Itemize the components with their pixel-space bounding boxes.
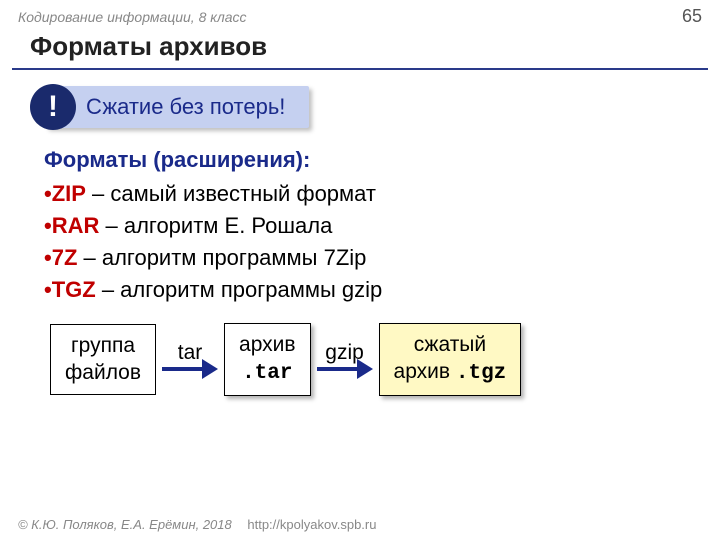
- format-row: •7Z – алгоритм программы 7Zip: [44, 242, 720, 274]
- footer-url: http://kpolyakov.spb.ru: [247, 517, 376, 532]
- arrow-icon: [162, 359, 218, 379]
- callout: ! Сжатие без потерь!: [30, 84, 720, 130]
- format-desc: – алгоритм Е. Рошала: [99, 213, 332, 238]
- bullet-icon: •: [44, 277, 52, 302]
- slide-title: Форматы архивов: [0, 27, 720, 66]
- page-number: 65: [682, 6, 702, 27]
- box-line: сжатый: [414, 333, 486, 356]
- slide-header: Кодирование информации, 8 класс 65: [0, 0, 720, 27]
- bullet-icon: •: [44, 181, 52, 206]
- formats-heading: Форматы (расширения):: [44, 144, 720, 176]
- format-code: 7Z: [52, 245, 78, 270]
- arrow-icon: [317, 359, 373, 379]
- slide-footer: © К.Ю. Поляков, Е.А. Ерёмин, 2018 http:/…: [18, 517, 376, 532]
- box-line: файлов: [65, 361, 141, 384]
- content-block: Форматы (расширения): •ZIP – самый извес…: [0, 140, 720, 305]
- box-line: архив: [239, 333, 296, 356]
- format-desc: – алгоритм программы 7Zip: [77, 245, 366, 270]
- box-tar: архив .tar: [224, 323, 311, 396]
- format-desc: – самый известный формат: [86, 181, 376, 206]
- box-ext: .tar: [242, 362, 292, 385]
- format-code: ZIP: [52, 181, 86, 206]
- format-desc: – алгоритм программы gzip: [96, 277, 383, 302]
- box-line: архив: [394, 360, 456, 383]
- box-line: группа: [71, 334, 135, 357]
- tgz-diagram: группа файлов tar архив .tar gzip сжатый…: [50, 323, 720, 396]
- arrow-gzip: gzip: [317, 341, 373, 379]
- bullet-icon: •: [44, 213, 52, 238]
- format-row: •TGZ – алгоритм программы gzip: [44, 274, 720, 306]
- format-row: •ZIP – самый известный формат: [44, 178, 720, 210]
- bullet-icon: •: [44, 245, 52, 270]
- arrow-tar: tar: [162, 341, 218, 379]
- box-tgz: сжатый архив .tgz: [379, 323, 522, 396]
- format-row: •RAR – алгоритм Е. Рошала: [44, 210, 720, 242]
- callout-text: Сжатие без потерь!: [46, 86, 309, 128]
- credit-text: © К.Ю. Поляков, Е.А. Ерёмин, 2018: [18, 517, 232, 532]
- exclaim-icon: !: [30, 84, 76, 130]
- box-files: группа файлов: [50, 324, 156, 395]
- topic-text: Кодирование информации, 8 класс: [18, 9, 247, 25]
- box-ext: .tgz: [456, 362, 506, 385]
- title-rule: [12, 68, 708, 70]
- format-code: RAR: [52, 213, 100, 238]
- format-code: TGZ: [52, 277, 96, 302]
